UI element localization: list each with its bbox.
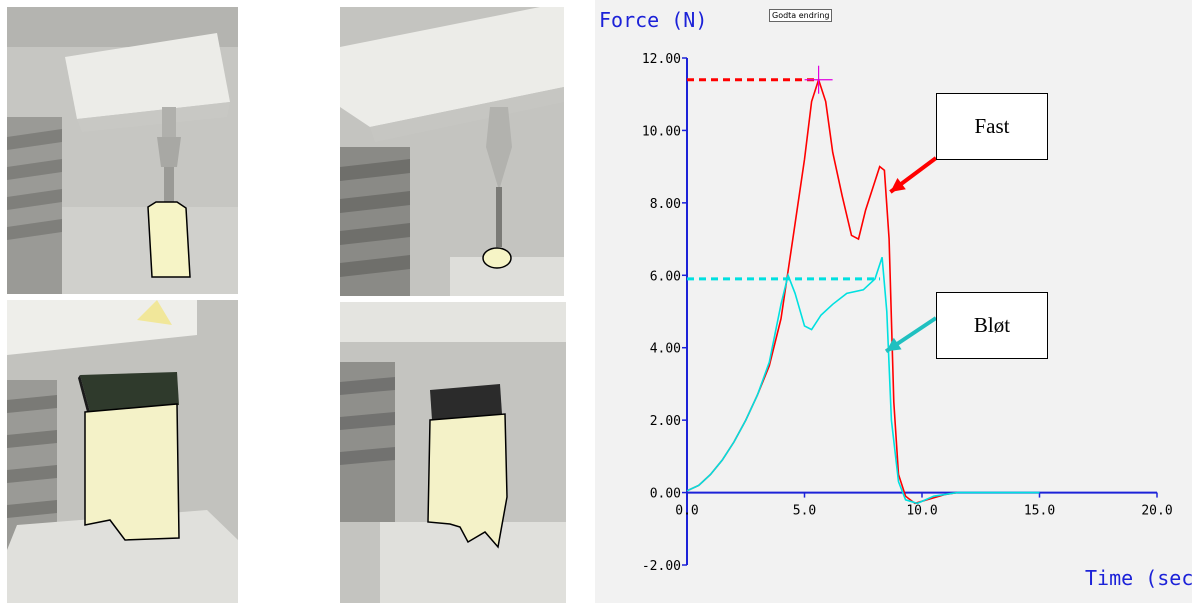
y-axis-title: Force (N) bbox=[599, 8, 707, 32]
y-tick-label: 12.00 bbox=[642, 52, 681, 67]
y-tick-label: 0.00 bbox=[650, 487, 681, 502]
x-tick-label: 5.0 bbox=[793, 504, 816, 519]
chart-svg: Force (N) Time (sec. 12.00 10.00 8.00 6.00 4… bbox=[595, 0, 1192, 603]
x-tick-label: 20.0 bbox=[1141, 504, 1172, 519]
y-tick-label: -2.00 bbox=[642, 559, 681, 574]
x-tick-label: 15.0 bbox=[1024, 504, 1055, 519]
x-axis-title: Time (sec. bbox=[1085, 566, 1192, 590]
callout-blot: Bløt bbox=[936, 292, 1048, 359]
photo-cylinder-probe bbox=[7, 7, 238, 294]
y-tick-label: 6.00 bbox=[650, 269, 681, 284]
y-tick-label: 4.00 bbox=[650, 342, 681, 357]
y-tick-label: 10.00 bbox=[642, 124, 681, 139]
y-tick-label: 8.00 bbox=[650, 197, 681, 212]
photo-blade-probe bbox=[340, 302, 566, 603]
x-tick-label: 10.0 bbox=[906, 504, 937, 519]
callout-fast: Fast bbox=[936, 93, 1048, 160]
tooltip: Godta endring bbox=[769, 9, 833, 22]
photo-knife-probe bbox=[7, 300, 238, 603]
arrow-blot-head bbox=[886, 337, 902, 352]
arrow-fast-head bbox=[890, 178, 906, 192]
series-line-blot bbox=[686, 256, 1040, 505]
force-time-chart: Force (N) Time (sec. 12.00 10.00 8.00 6.00 4… bbox=[595, 0, 1192, 603]
y-tick-label: 2.00 bbox=[650, 414, 681, 429]
photo-ball-probe bbox=[340, 7, 564, 296]
x-tick-label: 0.0 bbox=[675, 504, 698, 519]
